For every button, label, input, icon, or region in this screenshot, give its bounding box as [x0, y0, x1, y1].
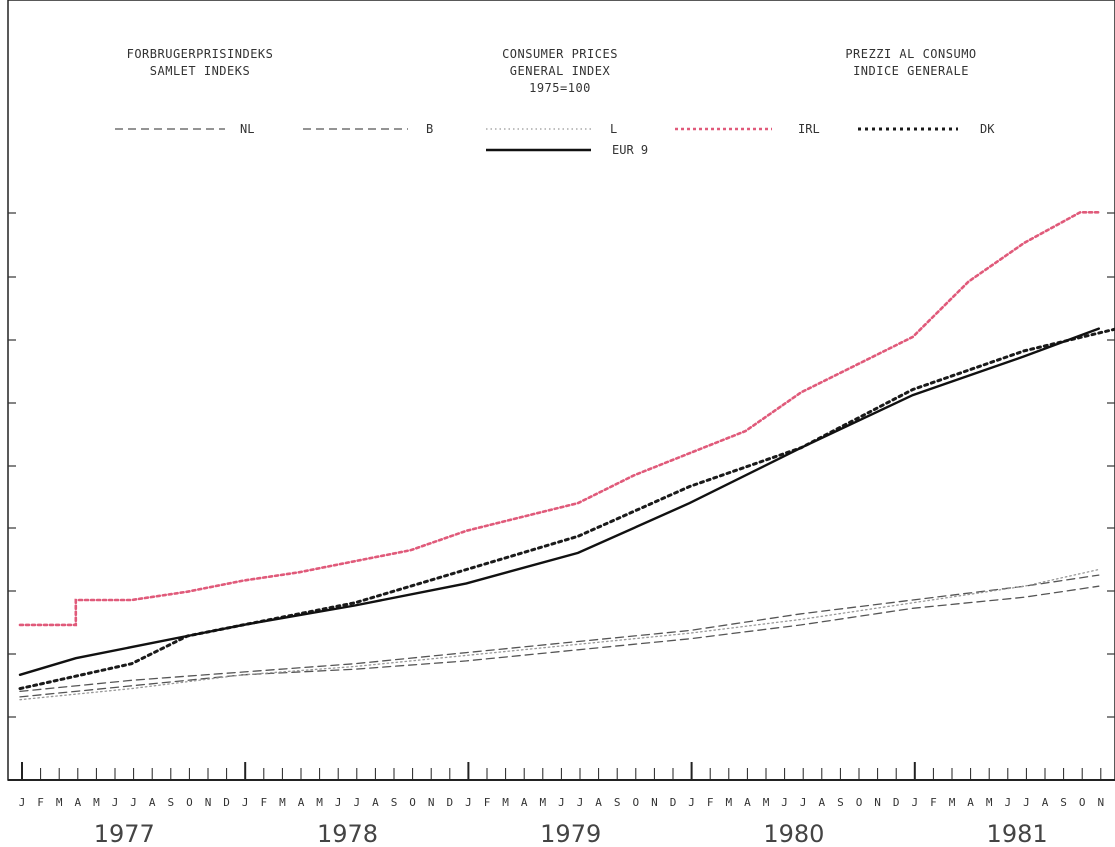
header-danish-line2: SAMLET INDEKS [149, 64, 251, 78]
header-english-line1: CONSUMER PRICES [502, 47, 618, 61]
series-line-nl [19, 585, 1100, 698]
x-month-label: A [1042, 796, 1049, 809]
x-month-label: J [353, 796, 360, 809]
x-month-label: A [298, 796, 305, 809]
x-month-label: M [316, 796, 323, 809]
x-month-label: D [223, 796, 230, 809]
series-line-l [19, 568, 1100, 701]
header-danish: FORBRUGERPRISINDEKS SAMLET INDEKS [80, 46, 320, 80]
x-month-label: O [186, 796, 193, 809]
x-month-label: F [484, 796, 491, 809]
x-month-label: J [130, 796, 137, 809]
x-month-label: O [1079, 796, 1086, 809]
x-month-label: M [725, 796, 732, 809]
x-month-label: J [558, 796, 565, 809]
x-month-label: S [391, 796, 398, 809]
x-month-label: A [149, 796, 156, 809]
x-month-label: A [744, 796, 751, 809]
y-ticks [8, 212, 1115, 718]
x-month-label: J [19, 796, 26, 809]
x-month-label: D [446, 796, 453, 809]
x-month-label: J [911, 796, 918, 809]
x-month-label: J [800, 796, 807, 809]
series-line-irl [18, 211, 1101, 627]
header-italian-line2: INDICE GENERALE [853, 64, 969, 78]
x-month-label: M [763, 796, 770, 809]
x-month-label: M [93, 796, 100, 809]
series-line-eur-9 [18, 327, 1100, 676]
x-month-label: F [260, 796, 267, 809]
x-month-label: J [112, 796, 119, 809]
x-year-label: 1981 [987, 820, 1048, 847]
x-month-label: N [874, 796, 881, 809]
legend-label-b: B [426, 122, 433, 136]
plot-frame [7, 0, 1115, 781]
header-english: CONSUMER PRICES GENERAL INDEX 1975=100 [440, 46, 680, 97]
x-month-label: J [465, 796, 472, 809]
legend-label-eur-9: EUR 9 [612, 143, 648, 157]
x-month-label: D [893, 796, 900, 809]
x-month-label: A [967, 796, 974, 809]
x-month-label: O [409, 796, 416, 809]
x-year-label: 1977 [94, 820, 155, 847]
x-month-label: A [521, 796, 528, 809]
x-month-label: J [688, 796, 695, 809]
x-month-label: M [539, 796, 546, 809]
x-month-label: A [818, 796, 825, 809]
x-month-label: S [614, 796, 621, 809]
x-month-label: A [595, 796, 602, 809]
legend: NL B L IRL DK EUR 9 [115, 122, 995, 157]
x-month-label: S [1060, 796, 1067, 809]
x-year-label: 1979 [540, 820, 601, 847]
x-month-label: S [837, 796, 844, 809]
series-line-b [19, 574, 1100, 693]
x-month-label: F [930, 796, 937, 809]
x-month-label: A [372, 796, 379, 809]
x-month-label: N [205, 796, 212, 809]
x-month-label: N [1097, 796, 1104, 809]
header-italian-line1: PREZZI AL CONSUMO [845, 47, 977, 61]
x-month-label: J [335, 796, 342, 809]
x-month-label: M [949, 796, 956, 809]
x-month-label: D [670, 796, 677, 809]
x-month-label: M [986, 796, 993, 809]
x-month-label: J [1023, 796, 1030, 809]
header-english-line2: GENERAL INDEX [509, 64, 611, 78]
x-month-label: F [707, 796, 714, 809]
x-month-label: J [242, 796, 249, 809]
x-month-label: J [781, 796, 788, 809]
x-month-label: S [167, 796, 174, 809]
series-lines [18, 211, 1115, 701]
x-year-label: 1980 [763, 820, 824, 847]
legend-label-dk: DK [980, 122, 995, 136]
legend-label-nl: NL [240, 122, 254, 136]
legend-label-l: L [610, 122, 617, 136]
header-english-line3: 1975=100 [529, 81, 591, 95]
x-month-label: N [428, 796, 435, 809]
x-month-label: N [651, 796, 658, 809]
x-month-label: M [56, 796, 63, 809]
x-year-label: 1978 [317, 820, 378, 847]
x-month-label: F [37, 796, 44, 809]
x-month-label: O [632, 796, 639, 809]
x-month-label: O [856, 796, 863, 809]
header-danish-line1: FORBRUGERPRISINDEKS [126, 47, 274, 61]
series-line-dk [18, 327, 1115, 691]
x-month-label: M [279, 796, 286, 809]
x-month-label: J [577, 796, 584, 809]
x-month-label: A [74, 796, 81, 809]
x-month-label: M [502, 796, 509, 809]
legend-label-irl: IRL [798, 122, 820, 136]
header-italian: PREZZI AL CONSUMO INDICE GENERALE [786, 46, 1036, 80]
x-month-label: J [1004, 796, 1011, 809]
